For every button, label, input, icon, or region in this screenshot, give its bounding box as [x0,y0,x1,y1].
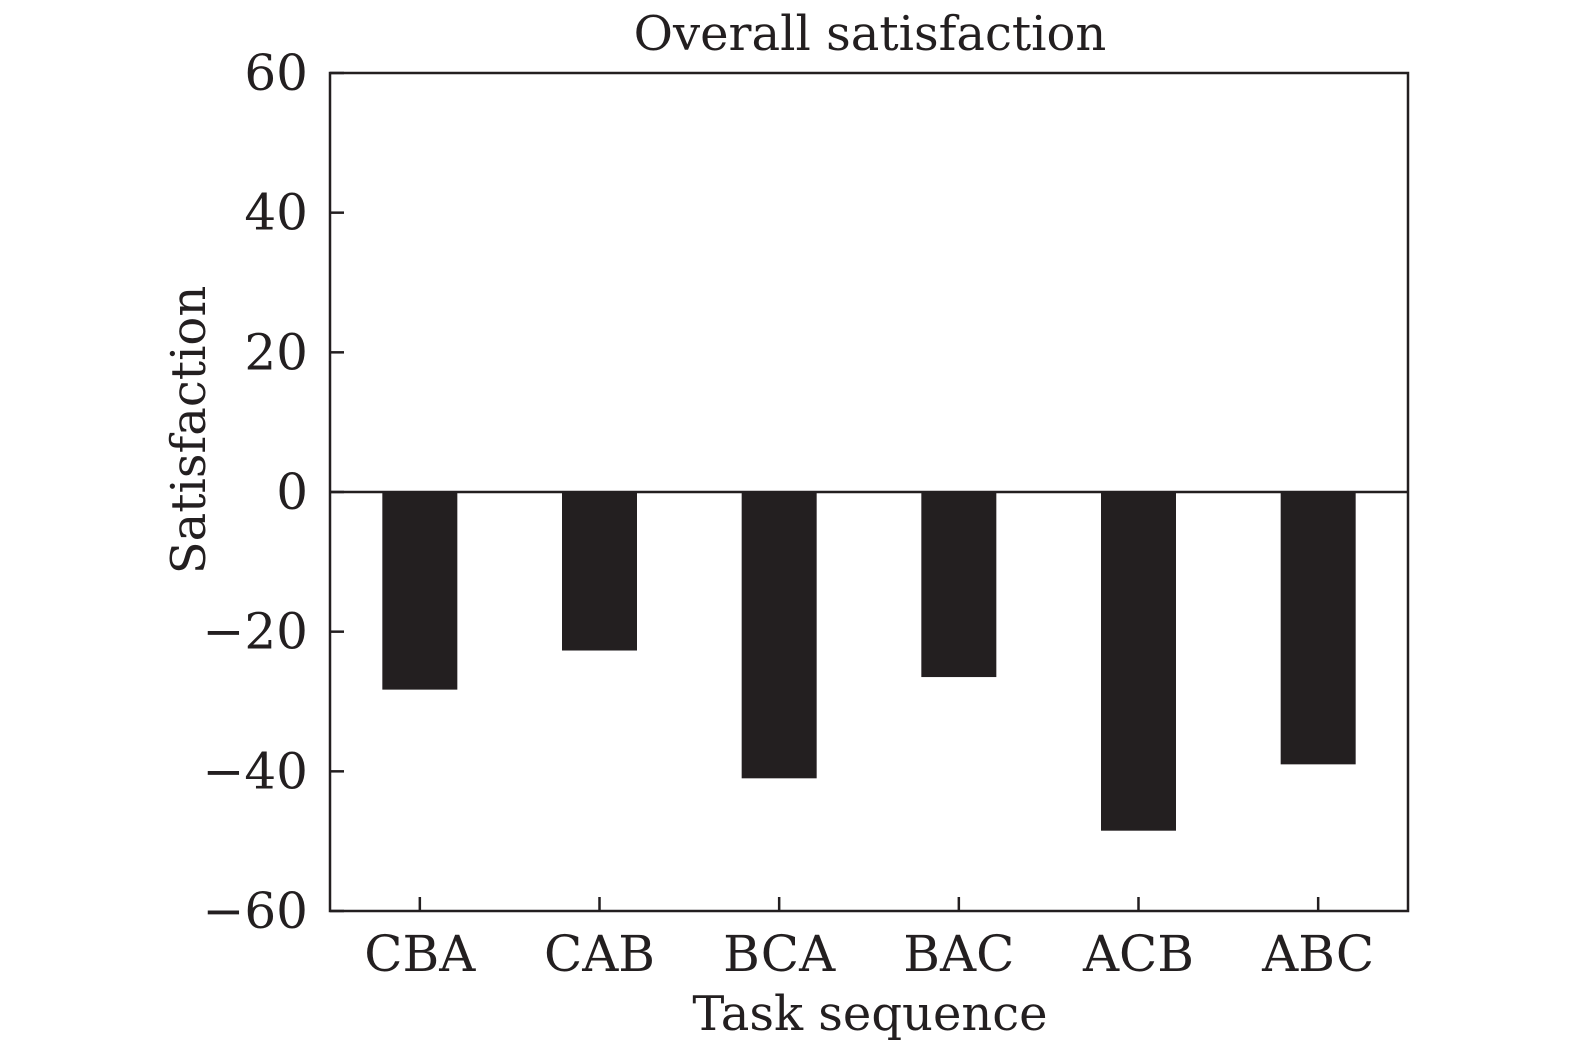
y-tick-label: 40 [244,184,308,242]
x-tick-label: BAC [903,925,1014,983]
y-tick-label: −40 [202,742,308,800]
x-tick-label: BCA [723,925,836,983]
y-tick-label: 0 [276,463,308,521]
x-tick-label: ABC [1261,925,1374,983]
y-axis-label: Satisfaction [161,286,217,575]
axes-layer: CBA CAB BCA BAC ACB ABC 60 40 20 0 −20 −40 −60 [202,44,1410,983]
chart-title: Overall satisfaction [634,6,1107,62]
bar-abc [1280,492,1356,765]
y-tick-label: 60 [244,44,308,102]
bar-bca [741,492,817,779]
x-tick-label: CAB [544,925,655,983]
bar-bac [921,492,997,678]
y-tick-label: −20 [202,603,308,661]
bar-cba [382,492,458,690]
bar-cab [562,492,637,651]
bars-layer [382,492,1356,831]
y-tick-label: −60 [202,882,308,940]
x-tick-label: CBA [364,925,476,983]
y-tick-label: 20 [244,323,308,381]
bar-acb [1101,492,1176,831]
x-axis-label: Task sequence [692,986,1047,1042]
x-tick-label: ACB [1082,925,1194,983]
